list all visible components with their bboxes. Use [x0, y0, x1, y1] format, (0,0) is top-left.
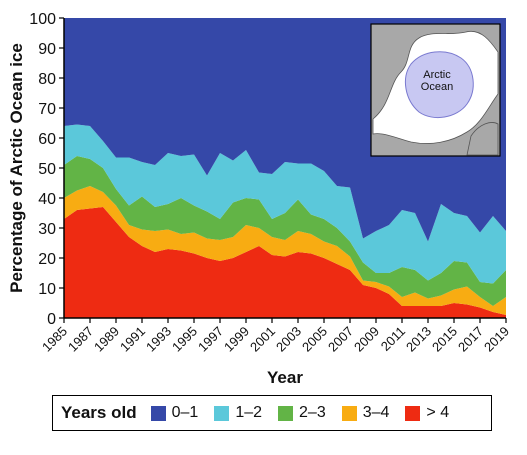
legend-item-2-3: 2–3 [278, 404, 326, 422]
legend-swatch-3-4 [341, 405, 357, 421]
x-tick-label-1999: 1999 [221, 324, 252, 355]
y-tick-label-60: 60 [38, 131, 56, 148]
x-tick-label-1991: 1991 [117, 324, 148, 355]
legend-item-1-2: 1–2 [214, 404, 262, 422]
y-tick-label-0: 0 [47, 311, 56, 328]
x-tick-label-2007: 2007 [325, 324, 356, 355]
y-tick-label-40: 40 [38, 191, 56, 208]
x-tick-label-1997: 1997 [195, 324, 226, 355]
area-series-3 [64, 124, 506, 284]
legend-item-over-4: > 4 [405, 404, 449, 422]
x-tick-label-2005: 2005 [299, 324, 330, 355]
x-tick-label-2013: 2013 [403, 324, 434, 355]
area-series-0 [64, 207, 506, 318]
y-tick-label-30: 30 [38, 221, 56, 238]
legend-label-3-4: 3–4 [362, 404, 390, 421]
legend-label-1-2: 1–2 [235, 404, 263, 421]
y-tick-label-90: 90 [38, 41, 56, 58]
legend-label-0-1: 0–1 [171, 404, 199, 421]
legend: Years old 0–1 1–2 2–3 3–4 > 4 [52, 395, 492, 431]
legend-label-over-4: > 4 [426, 404, 450, 421]
x-tick-label-2011: 2011 [378, 324, 408, 354]
legend-label-2-3: 2–3 [299, 404, 326, 421]
legend-swatch-0-1 [150, 405, 166, 421]
legend-title: Years old [61, 403, 137, 422]
x-tick-label-1995: 1995 [169, 324, 200, 355]
y-tick-label-50: 50 [38, 161, 56, 178]
x-axis-label: Year [267, 368, 303, 387]
legend-item-0-1: 0–1 [150, 404, 199, 422]
legend-swatch-1-2 [214, 405, 230, 421]
y-tick-label-80: 80 [38, 71, 56, 88]
x-tick-label-1989: 1989 [91, 324, 122, 355]
legend-swatch-2-3 [278, 405, 294, 421]
inset-map-ice [404, 51, 474, 119]
area-series-1 [64, 186, 506, 315]
x-tick-label-2009: 2009 [351, 324, 382, 355]
inset-map-land-greenland [466, 122, 499, 156]
legend-item-3-4: 3–4 [341, 404, 390, 422]
x-tick-label-2003: 2003 [273, 324, 304, 355]
legend-swatch-over-4 [405, 405, 421, 421]
y-tick-label-10: 10 [38, 281, 56, 298]
x-tick-label-1985: 1985 [39, 324, 70, 355]
y-tick-label-70: 70 [38, 101, 56, 118]
y-tick-label-20: 20 [38, 251, 56, 268]
x-tick-label-2019: 2019 [481, 324, 512, 355]
y-axis-label: Percentage of Arctic Ocean ice [7, 43, 26, 293]
x-tick-label-2015: 2015 [429, 324, 460, 355]
x-tick-label-1993: 1993 [143, 324, 174, 355]
y-tick-label-100: 100 [29, 11, 56, 28]
x-tick-label-2017: 2017 [455, 324, 486, 355]
area-series-2 [64, 156, 506, 306]
inset-map-label-ocean: Ocean [421, 81, 453, 93]
x-tick-label-2001: 2001 [247, 324, 278, 355]
inset-map-label-arctic: Arctic [423, 69, 451, 81]
x-tick-label-1987: 1987 [65, 324, 96, 355]
